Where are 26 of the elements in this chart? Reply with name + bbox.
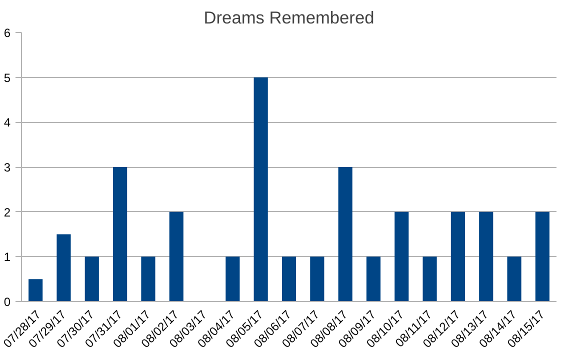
bar <box>226 256 240 302</box>
bar <box>84 256 99 302</box>
y-tick-label: 5 <box>4 70 11 85</box>
y-tick-label: 1 <box>4 250 11 264</box>
bar <box>422 256 437 302</box>
bar <box>254 77 268 302</box>
y-tick-label: 3 <box>4 160 11 174</box>
bar <box>535 212 550 302</box>
bar <box>169 212 184 302</box>
y-tick-label: 6 <box>4 26 11 40</box>
chart-title: Dreams Remembered <box>204 8 374 28</box>
y-tick-label: 4 <box>4 116 11 130</box>
bar <box>113 167 128 302</box>
bar <box>141 256 156 302</box>
bar <box>507 256 522 302</box>
bar <box>28 279 43 302</box>
bar <box>366 256 381 302</box>
bar <box>450 212 465 302</box>
bar <box>338 167 352 302</box>
y-tick-label: 2 <box>4 205 11 220</box>
bar <box>394 212 409 302</box>
bar <box>56 234 71 302</box>
bar <box>310 256 324 302</box>
bar <box>479 212 494 302</box>
bar <box>282 256 296 302</box>
y-tick-label: 0 <box>4 295 11 309</box>
